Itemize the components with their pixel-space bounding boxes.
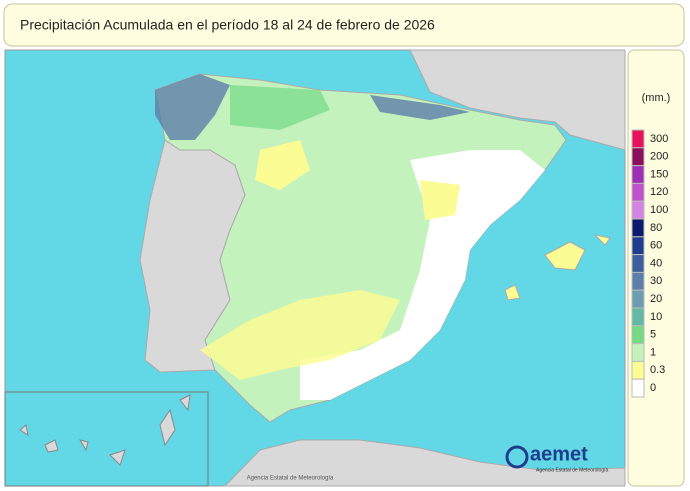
legend-label: 10 xyxy=(650,311,662,323)
dry-patches xyxy=(255,140,460,220)
map: Agencia Estatal de Meteorología aemet Ag… xyxy=(4,49,626,487)
dry-south xyxy=(200,290,400,380)
balearics xyxy=(504,234,611,301)
title-box xyxy=(3,3,685,47)
legend-swatch xyxy=(631,343,645,362)
legend-label: 200 xyxy=(650,151,668,163)
legend-label: 80 xyxy=(650,222,662,234)
france xyxy=(409,49,626,151)
legend-swatch xyxy=(631,147,645,167)
legend-swatch xyxy=(631,378,645,398)
legend-swatch xyxy=(631,236,645,256)
legend-label: 120 xyxy=(650,186,668,198)
canary-inset xyxy=(4,391,209,487)
legend-swatch xyxy=(631,360,645,380)
legend-label: 300 xyxy=(650,133,668,145)
legend-label: 30 xyxy=(650,275,662,287)
legend-label: 20 xyxy=(650,293,662,305)
africa xyxy=(223,439,626,487)
legend-swatch xyxy=(631,129,645,149)
legend-label: 100 xyxy=(650,204,668,216)
logo-subtitle: Agencia Estatal de Meteorología xyxy=(536,467,608,473)
legend-swatch xyxy=(631,182,645,202)
legend-swatch xyxy=(631,307,645,327)
legend-unit: (mm.) xyxy=(642,92,671,104)
legend-swatch xyxy=(631,325,645,345)
legend: (mm.) 300 200 150 120 100 80 60 40 30 20 10 5 1 0.3 0 xyxy=(627,49,685,487)
dry-east xyxy=(300,150,545,400)
wet-cantabria xyxy=(230,85,330,130)
canary-islands xyxy=(19,394,191,466)
legend-swatch xyxy=(631,271,645,291)
legend-label: 0 xyxy=(650,382,656,394)
logo: aemet xyxy=(530,443,588,465)
title: Precipitación Acumulada en el período 18… xyxy=(20,17,435,33)
legend-label: 60 xyxy=(650,240,662,252)
legend-swatch xyxy=(631,254,645,273)
legend-label: 40 xyxy=(650,257,662,269)
legend-label: 5 xyxy=(650,329,656,341)
logo-icon xyxy=(505,445,529,469)
watermark: Agencia Estatal de Meteorología xyxy=(247,476,334,482)
legend-label: 1 xyxy=(650,346,656,358)
legend-swatch xyxy=(631,165,645,184)
legend-label: 150 xyxy=(650,168,668,180)
legend-swatch xyxy=(631,200,645,220)
legend-swatch xyxy=(631,218,645,238)
wet-north xyxy=(155,74,470,140)
legend-label: 0.3 xyxy=(650,364,665,376)
legend-swatch xyxy=(631,289,645,309)
